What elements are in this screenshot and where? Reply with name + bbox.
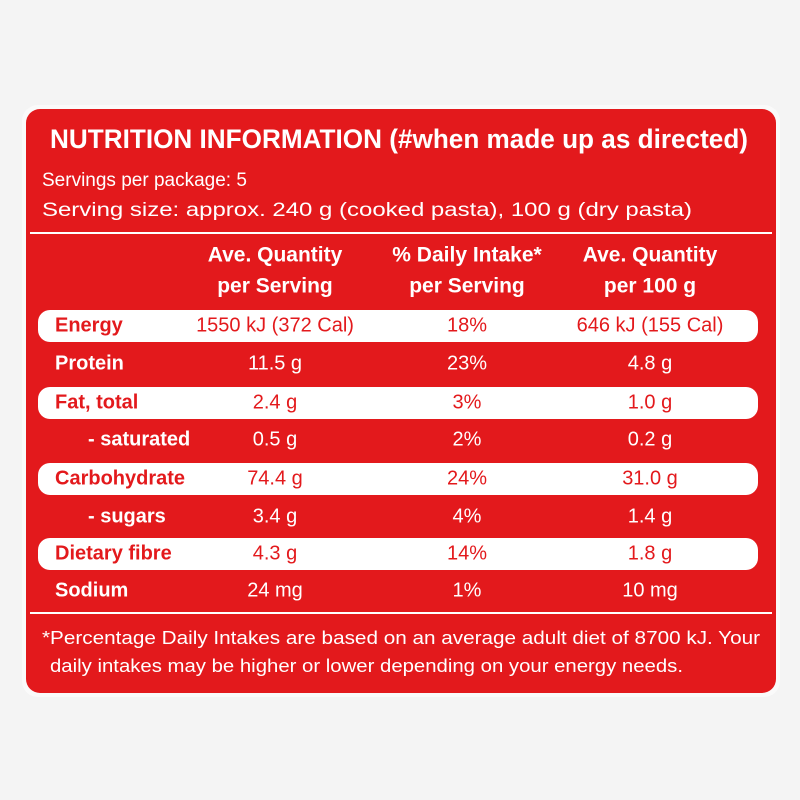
title: NUTRITION INFORMATION (#when made up as … <box>50 124 748 154</box>
nutrient-name: Energy <box>55 314 124 336</box>
nutrient-value: 74.4 g <box>247 467 303 489</box>
nutrient-value: 24 mg <box>247 579 303 601</box>
nutrient-name: Fat, total <box>55 391 138 413</box>
nutrient-value: 646 kJ (155 Cal) <box>577 314 724 336</box>
column-header: Ave. Quantity <box>583 244 718 267</box>
nutrient-value: 1.0 g <box>628 391 672 413</box>
nutrient-name: Protein <box>55 352 124 374</box>
nutrient-name: Sodium <box>55 579 128 601</box>
nutrient-name: Dietary fibre <box>55 542 172 564</box>
nutrient-value: 0.2 g <box>628 428 672 450</box>
nutrient-value: 3% <box>453 391 482 413</box>
nutrient-value: 1% <box>453 579 482 601</box>
servings: Servings per package: 5 <box>42 170 247 191</box>
nutrient-value: 0.5 g <box>253 428 297 450</box>
column-header: per 100 g <box>604 275 696 298</box>
nutrient-value: 1.8 g <box>628 542 672 564</box>
nutrient-value: 3.4 g <box>253 505 297 527</box>
column-header: per Serving <box>409 275 525 298</box>
nutrient-value: 1.4 g <box>628 505 672 527</box>
footnote: daily intakes may be higher or lower dep… <box>50 656 683 676</box>
nutrient-value: 18% <box>447 314 487 336</box>
nutrient-value: 31.0 g <box>622 467 678 489</box>
row-band <box>38 387 758 419</box>
nutrient-value: 14% <box>447 542 487 564</box>
row-band <box>38 538 758 570</box>
nutrient-value: 11.5 g <box>248 352 302 374</box>
nutrient-name: - saturated <box>88 428 190 450</box>
nutrient-value: 2% <box>453 428 482 450</box>
nutrient-name: - sugars <box>88 505 166 527</box>
serving-size: Serving size: approx. 240 g (cooked past… <box>42 200 692 221</box>
row-band <box>38 310 758 342</box>
nutrient-value: 1550 kJ (372 Cal) <box>196 314 354 336</box>
nutrient-value: 24% <box>447 467 487 489</box>
nutrient-value: 4.3 g <box>253 542 297 564</box>
nutrient-name: Carbohydrate <box>55 467 185 489</box>
column-header: Ave. Quantity <box>208 244 343 267</box>
column-header: % Daily Intake* <box>392 244 542 267</box>
nutrient-value: 23% <box>447 352 487 374</box>
nutrient-value: 10 mg <box>622 579 678 601</box>
row-band <box>38 463 758 495</box>
nutrient-value: 2.4 g <box>253 391 297 413</box>
nutrient-value: 4.8 g <box>628 352 672 374</box>
footnote: *Percentage Daily Intakes are based on a… <box>42 628 760 648</box>
nutrient-value: 4% <box>453 505 482 527</box>
column-header: per Serving <box>217 275 333 298</box>
